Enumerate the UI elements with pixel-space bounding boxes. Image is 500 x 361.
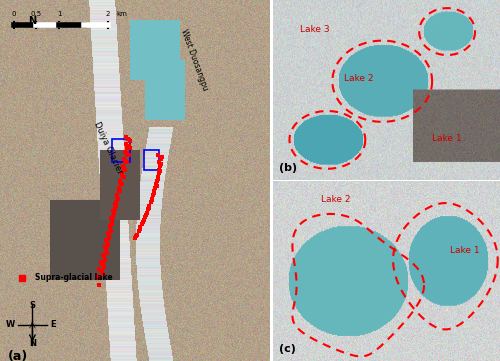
Text: Supra-glacial lake: Supra-glacial lake: [35, 274, 112, 282]
Text: Duiya Glacier: Duiya Glacier: [92, 120, 124, 175]
Text: S: S: [30, 301, 36, 310]
Text: (b): (b): [280, 164, 297, 174]
Text: km: km: [116, 11, 127, 17]
Text: 2: 2: [106, 11, 110, 17]
Text: 0: 0: [11, 11, 16, 17]
Text: Lake 3: Lake 3: [300, 26, 330, 35]
Bar: [144, 150, 160, 170]
Text: W: W: [6, 321, 15, 329]
Text: (a): (a): [8, 350, 28, 361]
Text: Lake 1: Lake 1: [450, 246, 480, 255]
Text: 1: 1: [57, 11, 62, 17]
Text: Lake 2: Lake 2: [322, 195, 351, 204]
Text: N: N: [29, 339, 36, 348]
Text: 0.5: 0.5: [31, 11, 42, 17]
Text: Lake 2: Lake 2: [344, 74, 374, 83]
Text: West Duosangpu: West Duosangpu: [179, 28, 210, 92]
Text: N: N: [28, 16, 36, 26]
Bar: [112, 139, 130, 162]
Text: Lake 1: Lake 1: [432, 134, 462, 143]
Text: E: E: [50, 321, 56, 329]
Text: (c): (c): [280, 344, 296, 354]
